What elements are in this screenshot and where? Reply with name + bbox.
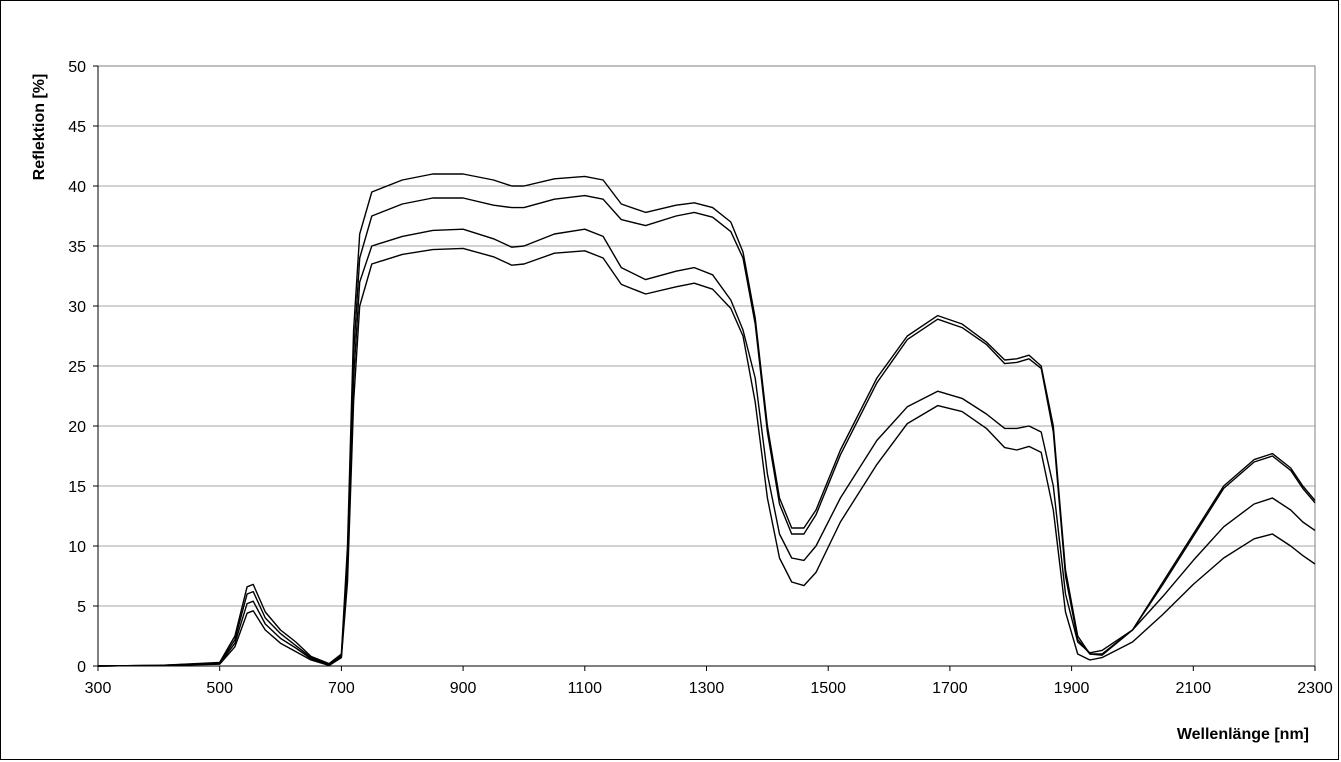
x-tick-label-900: 900 — [450, 680, 477, 697]
y-tick-label-10: 10 — [68, 539, 86, 556]
series-lines — [97, 173, 1316, 667]
y-tick-label-5: 5 — [77, 599, 86, 616]
axes — [93, 65, 1316, 671]
y-tick-label-20: 20 — [68, 419, 86, 436]
x-tick-label-500: 500 — [206, 680, 233, 697]
tick-labels: 0 5 10 15 20 25 30 35 40 45 50 300 500 700 900 1100 1300… — [68, 59, 1333, 697]
x-tick-label-1100: 1100 — [568, 680, 603, 697]
x-tick-label-2100: 2100 — [1176, 680, 1212, 697]
x-tick-label-300: 300 — [85, 680, 112, 697]
x-tick-label-1900: 1900 — [1054, 680, 1090, 697]
y-tick-label-25: 25 — [68, 359, 86, 376]
y-tick-label-35: 35 — [68, 239, 86, 256]
x-tick-label-700: 700 — [328, 680, 355, 697]
grid-lines — [98, 65, 1315, 607]
series-line-1 — [97, 173, 1316, 667]
series-line-2 — [97, 194, 1316, 667]
y-axis-title: Reflektion [%] — [31, 74, 48, 181]
y-tick-label-0: 0 — [77, 659, 86, 676]
y-tick-label-15: 15 — [68, 479, 86, 496]
y-tick-label-50: 50 — [68, 59, 86, 76]
series-line-4 — [97, 247, 1316, 667]
series-line-3 — [97, 228, 1316, 667]
x-tick-label-1300: 1300 — [689, 680, 725, 697]
y-tick-label-40: 40 — [68, 179, 86, 196]
y-tick-label-30: 30 — [68, 299, 86, 316]
x-tick-label-2300: 2300 — [1297, 680, 1333, 697]
y-tick-label-45: 45 — [68, 119, 86, 136]
x-tick-label-1500: 1500 — [810, 680, 846, 697]
x-axis-title: Wellenlänge [nm] — [1177, 726, 1309, 743]
x-tick-label-1700: 1700 — [932, 680, 968, 697]
